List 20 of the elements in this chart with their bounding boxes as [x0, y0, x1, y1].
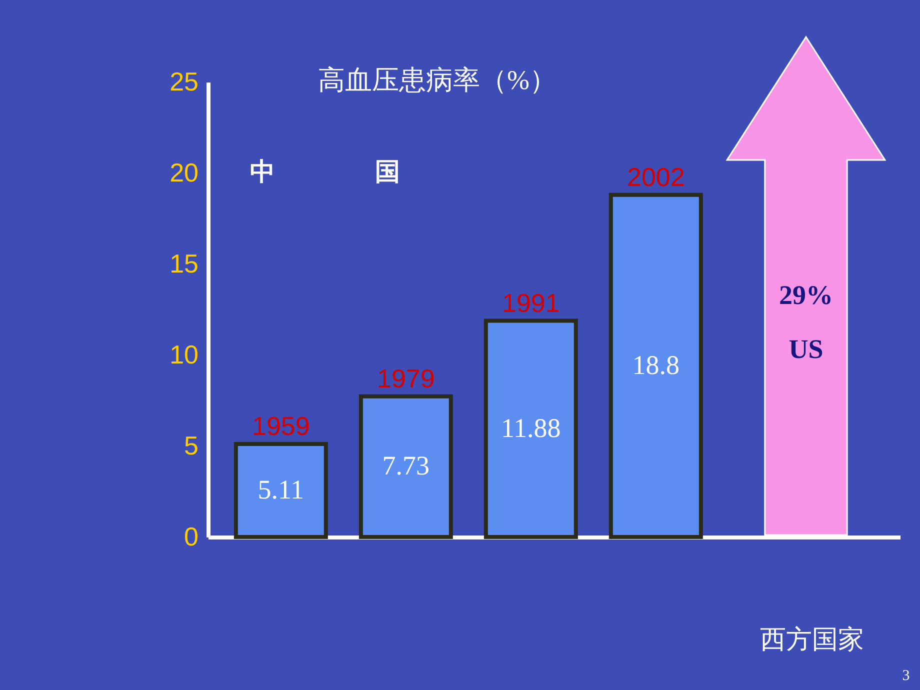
- annotation: 中 国: [250, 158, 400, 186]
- y-tick-label: 20: [170, 158, 198, 188]
- y-tick-label: 15: [170, 248, 198, 278]
- data-label: 7.73: [382, 450, 430, 481]
- text: US: [788, 334, 824, 364]
- x-tick-label: 1991: [502, 288, 560, 318]
- y-tick-label: 10: [170, 340, 198, 370]
- x-tick-label: 2002: [627, 162, 685, 192]
- text: 西方国家: [760, 624, 864, 654]
- data-label: 18.8: [632, 350, 680, 380]
- y-tick-label: 0: [184, 522, 198, 552]
- x-tick-label: 1959: [252, 411, 310, 441]
- data-label: 5.11: [258, 474, 304, 504]
- text: 29%: [779, 280, 833, 310]
- data-label: 11.88: [501, 412, 561, 443]
- y-tick-label: 25: [170, 66, 198, 96]
- text: 3: [902, 668, 910, 684]
- chart-title: 高血压患病率（%）: [318, 65, 556, 95]
- x-tick-label: 1979: [377, 363, 435, 394]
- y-tick-label: 5: [184, 430, 198, 460]
